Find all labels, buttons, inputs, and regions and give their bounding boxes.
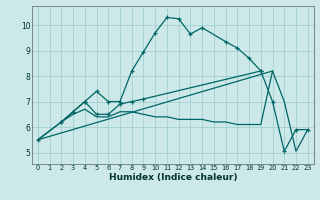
X-axis label: Humidex (Indice chaleur): Humidex (Indice chaleur) xyxy=(108,173,237,182)
